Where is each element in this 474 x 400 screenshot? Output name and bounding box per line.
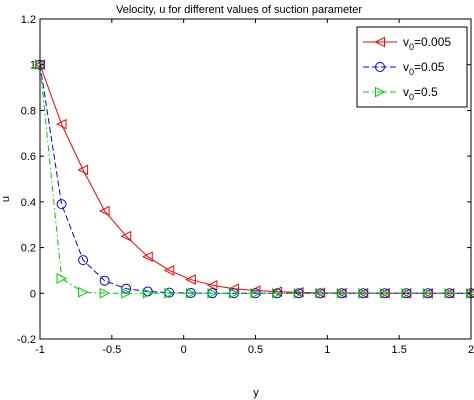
- legend-label-subscript: 0: [409, 92, 414, 102]
- data-point: [422, 287, 434, 299]
- data-point: [56, 199, 67, 210]
- data-point: [401, 287, 412, 299]
- legend-marker: [375, 86, 386, 98]
- data-point: [55, 118, 67, 130]
- data-point: [77, 164, 89, 176]
- series-line: [39, 64, 471, 294]
- legend-label-subscript: 0: [409, 67, 414, 77]
- data-point: [315, 287, 326, 299]
- data-point: [142, 287, 154, 299]
- y-axis-label: u: [0, 196, 12, 202]
- x-tick-label: 0.5: [248, 344, 263, 356]
- data-point: [228, 287, 240, 299]
- legend-entry: v0=0.5: [363, 85, 438, 102]
- data-point: [163, 265, 175, 276]
- x-axis-label: y: [253, 387, 259, 399]
- data-point: [99, 205, 110, 217]
- data-point: [250, 287, 262, 299]
- y-tick-label: 1: [30, 60, 36, 72]
- data-point: [185, 274, 196, 285]
- data-point: [444, 287, 456, 299]
- legend-marker: [374, 36, 385, 48]
- y-tick-label: 0.2: [21, 243, 36, 255]
- x-tick-label: -1: [35, 344, 45, 356]
- y-tick-label: 0.6: [21, 151, 36, 163]
- x-tick-label: 0: [181, 344, 187, 356]
- y-tick-label: -0.2: [17, 334, 36, 346]
- legend-marker: [375, 62, 385, 72]
- y-tick-label: 0: [30, 288, 36, 300]
- data-point: [78, 286, 89, 298]
- data-point: [207, 287, 219, 299]
- legend-label: v0=0.05: [403, 60, 445, 77]
- legend-label-subscript: 0: [409, 42, 414, 52]
- data-point: [206, 279, 218, 291]
- data-point: [120, 230, 132, 242]
- x-tick-label: 1.5: [392, 344, 407, 356]
- data-point: [56, 273, 68, 284]
- data-point: [358, 287, 369, 299]
- data-point: [164, 287, 175, 299]
- legend-label-value: =0.5: [414, 85, 438, 99]
- data-point: [185, 287, 197, 299]
- data-point: [379, 287, 391, 299]
- data-point: [336, 287, 348, 299]
- x-tick-label: 1: [324, 344, 330, 356]
- x-tick-label: -0.5: [102, 344, 121, 356]
- data-point: [99, 275, 110, 286]
- legend-entry: v0=0.005: [363, 35, 451, 52]
- chart-title: Velocity, u for different values of suct…: [116, 4, 362, 16]
- legend-label-main: v: [403, 85, 409, 99]
- data-point: [293, 287, 305, 299]
- y-tick-label: 0.4: [21, 197, 36, 209]
- legend-label-main: v: [403, 60, 409, 74]
- axis-ticks: -1 -0.5 0 0.5 1 1.5 2 -0.2 0 0.2 0.4 0.6 0.8 1 1.2: [17, 14, 474, 356]
- legend-label-value: =0.05: [414, 60, 445, 74]
- data-point: [272, 287, 283, 299]
- data-point: [78, 255, 89, 266]
- legend-label: v0=0.005: [403, 35, 451, 52]
- y-tick-label: 0.8: [21, 105, 36, 117]
- legend-label-value: =0.005: [414, 35, 451, 49]
- x-tick-label: 2: [468, 344, 474, 356]
- data-point: [99, 287, 111, 299]
- legend-entry: v0=0.05: [363, 60, 445, 77]
- legend-label-main: v: [403, 35, 409, 49]
- legend-label: v0=0.5: [403, 85, 438, 102]
- data-point: [142, 251, 153, 263]
- data-point: [121, 287, 132, 299]
- y-tick-label: 1.2: [21, 14, 36, 26]
